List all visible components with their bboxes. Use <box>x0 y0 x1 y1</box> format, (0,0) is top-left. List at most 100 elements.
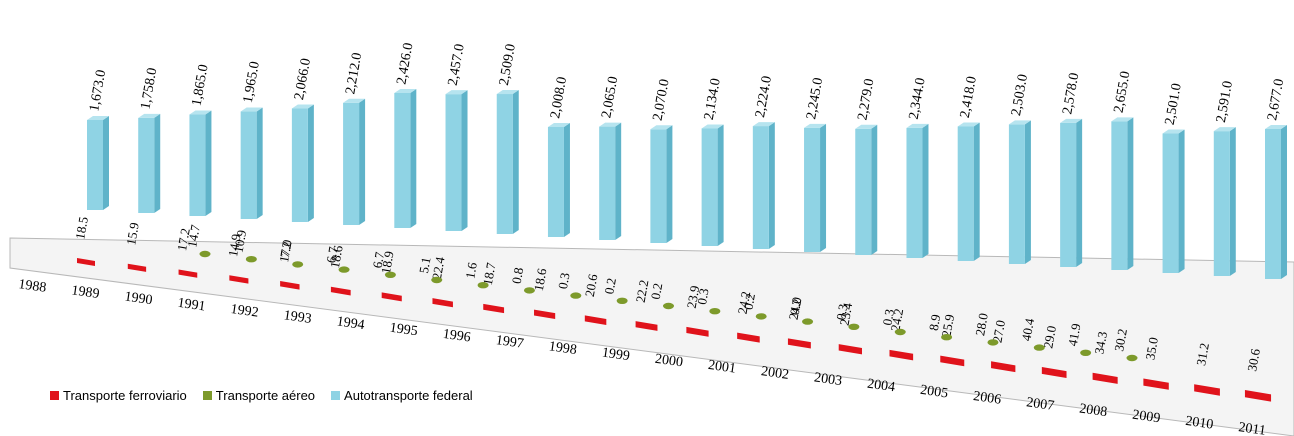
transporte-aereo-label-1993: 7.2 <box>277 240 295 259</box>
year-label-2004: 2004 <box>866 377 896 396</box>
autotransporte-federal-side-1999 <box>666 125 673 243</box>
transporte-ferroviario-bar-2009 <box>1143 378 1169 390</box>
year-label-1988: 1988 <box>17 277 47 296</box>
autotransporte-federal-bar-1995 <box>445 94 462 232</box>
year-label-1993: 1993 <box>283 308 313 327</box>
transporte-ferroviario-bar-1995 <box>432 298 453 308</box>
transporte-aereo-label-2000: 0.2 <box>601 277 619 296</box>
autotransporte-federal-side-2000 <box>717 124 724 246</box>
autotransporte-federal-top-1996 <box>496 90 519 95</box>
autotransporte-federal-bar-2003 <box>855 128 872 255</box>
transporte-aereo-label-2008: 28.0 <box>972 312 991 337</box>
transporte-ferroviario-bar-2010 <box>1194 384 1220 396</box>
autotransporte-federal-side-2001 <box>768 122 775 249</box>
transporte-aereo-bar-1991 <box>199 250 211 258</box>
autotransporte-federal-side-2002 <box>820 123 827 252</box>
autotransporte-federal-label-1990: 1,865.0 <box>190 63 212 107</box>
year-label-1990: 1990 <box>124 290 154 309</box>
transporte-ferroviario-label-2007: 29.0 <box>1040 325 1059 350</box>
transporte-aereo-bar-1996 <box>431 276 443 284</box>
legend-swatch-ferroviario <box>50 391 59 400</box>
transporte-aereo-label-2010: 41.9 <box>1065 322 1084 347</box>
transporte-aereo-bar-2010 <box>1080 349 1092 356</box>
autotransporte-federal-top-1995 <box>445 90 468 95</box>
transporte-ferroviario-bar-1997 <box>534 309 556 320</box>
autotransporte-federal-side-1991 <box>256 107 263 219</box>
year-label-2007: 2007 <box>1025 395 1055 414</box>
transporte-ferroviario-bar-2007 <box>1041 367 1067 379</box>
aereo-series <box>199 250 1138 362</box>
autotransporte-federal-side-2010 <box>1229 127 1236 277</box>
autotransporte-federal-top-2011 <box>1265 125 1287 129</box>
transporte-aereo-label-2003: 0.2 <box>740 292 758 311</box>
transporte-ferroviario-label-2004: 24.2 <box>887 307 906 332</box>
autotransporte-federal-label-1997: 2,008.0 <box>548 76 570 120</box>
autotransporte-federal-label-1994: 2,426.0 <box>394 42 416 86</box>
transporte-ferroviario-label-2001: 24.2 <box>735 290 754 315</box>
autotransporte-federal-bar-2006 <box>1008 124 1025 264</box>
year-label-2008: 2008 <box>1078 401 1108 420</box>
autotransporte-federal-label-2011: 2,677.0 <box>1265 78 1287 122</box>
transporte-aereo-bar-2002 <box>709 308 721 315</box>
transporte-aereo-bar-2004 <box>802 318 814 325</box>
autotransporte-federal-top-2004 <box>906 123 929 128</box>
transporte-aereo-bar-1999 <box>570 292 582 299</box>
autotransporte-federal-bar-1992 <box>291 108 308 222</box>
autotransporte-federal-label-2000: 2,134.0 <box>702 77 724 121</box>
transporte-ferroviario-label-1998: 20.6 <box>582 272 601 298</box>
autotransporte-federal-label-1991: 1,965.0 <box>241 60 263 104</box>
autotransporte-federal-bar-1999 <box>650 129 667 243</box>
autotransporte-federal-bar-1991 <box>240 111 257 219</box>
year-label-2010: 2010 <box>1184 414 1214 433</box>
autotransporte-federal-top-1990 <box>189 110 212 115</box>
transporte-ferroviario-bar-1990 <box>178 269 198 278</box>
autotransporte-federal-side-2004 <box>922 123 929 259</box>
autotransporte-federal-side-2006 <box>1024 120 1031 264</box>
autotransporte-federal-label-2010: 2,591.0 <box>1214 80 1236 124</box>
autotransporte-federal-side-1995 <box>461 90 468 232</box>
autotransporte-federal-side-2009 <box>1178 129 1185 273</box>
autotransporte-federal-label-1998: 2,065.0 <box>599 75 621 119</box>
transporte-aereo-bar-2009 <box>1033 344 1045 351</box>
transporte-aereo-label-2001: 0.2 <box>648 282 666 301</box>
transporte-aereo-label-1998: 0.8 <box>509 266 527 285</box>
autotransporte-federal-bar-1990 <box>189 114 206 216</box>
year-label-2000: 2000 <box>654 352 684 371</box>
autotransporte-federal-side-1996 <box>512 90 519 234</box>
year-label-2001: 2001 <box>707 358 737 377</box>
transporte-aereo-label-2006: 0.3 <box>879 308 897 327</box>
transporte-ferroviario-label-1994: 18.9 <box>378 250 397 275</box>
transporte-ferroviario-label-1991: 14.9 <box>225 233 244 258</box>
autotransporte-federal-side-1989 <box>154 113 161 213</box>
autotransporte-federal-top-2007 <box>1060 118 1083 123</box>
autotransporte-federal-label-1996: 2,509.0 <box>497 43 519 87</box>
autotransporte-federal-side-2005 <box>973 122 980 261</box>
transporte-aereo-label-1992: 10.9 <box>231 229 250 254</box>
ferroviario-series <box>77 258 1272 402</box>
transporte-aereo-bar-2008 <box>987 339 999 346</box>
autotransporte-federal-label-1992: 2,066.0 <box>292 57 314 101</box>
transporte-ferroviario-label-2010: 31.2 <box>1193 342 1212 367</box>
transporte-ferroviario-label-1996: 18.7 <box>480 261 499 287</box>
transporte-aereo-label-2004: 0.2 <box>787 298 805 317</box>
autotransporte-federal-bar-2010 <box>1213 131 1230 276</box>
autotransporte-federal-side-2003 <box>871 124 878 256</box>
autotransporte-federal-top-1991 <box>240 107 263 112</box>
transporte-aereo-bar-2003 <box>755 313 767 320</box>
autotransporte-federal-bar-1996 <box>496 94 513 234</box>
transporte-aereo-label-2011: 30.2 <box>1111 328 1130 353</box>
transporte-aereo-bar-1995 <box>384 271 396 278</box>
transporte-ferroviario-bar-1992 <box>280 280 300 290</box>
autotransporte-federal-top-1997 <box>547 122 570 127</box>
transporte-ferroviario-label-2005: 25.9 <box>938 313 957 338</box>
autotransporte-federal-side-2011 <box>1281 125 1287 279</box>
autotransporte-federal-bar-2004 <box>906 127 923 259</box>
autotransporte-federal-bar-2008 <box>1111 121 1128 270</box>
transporte-aereo-bar-2006 <box>894 328 906 336</box>
transporte-ferroviario-bar-1989 <box>127 263 147 272</box>
autotransporte-federal-bar-1998 <box>599 126 616 240</box>
transporte-ferroviario-bar-2003 <box>838 344 862 355</box>
autotransporte-federal-bar-2007 <box>1060 122 1077 267</box>
year-label-2006: 2006 <box>972 389 1002 408</box>
autotransporte-federal-label-2003: 2,279.0 <box>855 78 877 122</box>
